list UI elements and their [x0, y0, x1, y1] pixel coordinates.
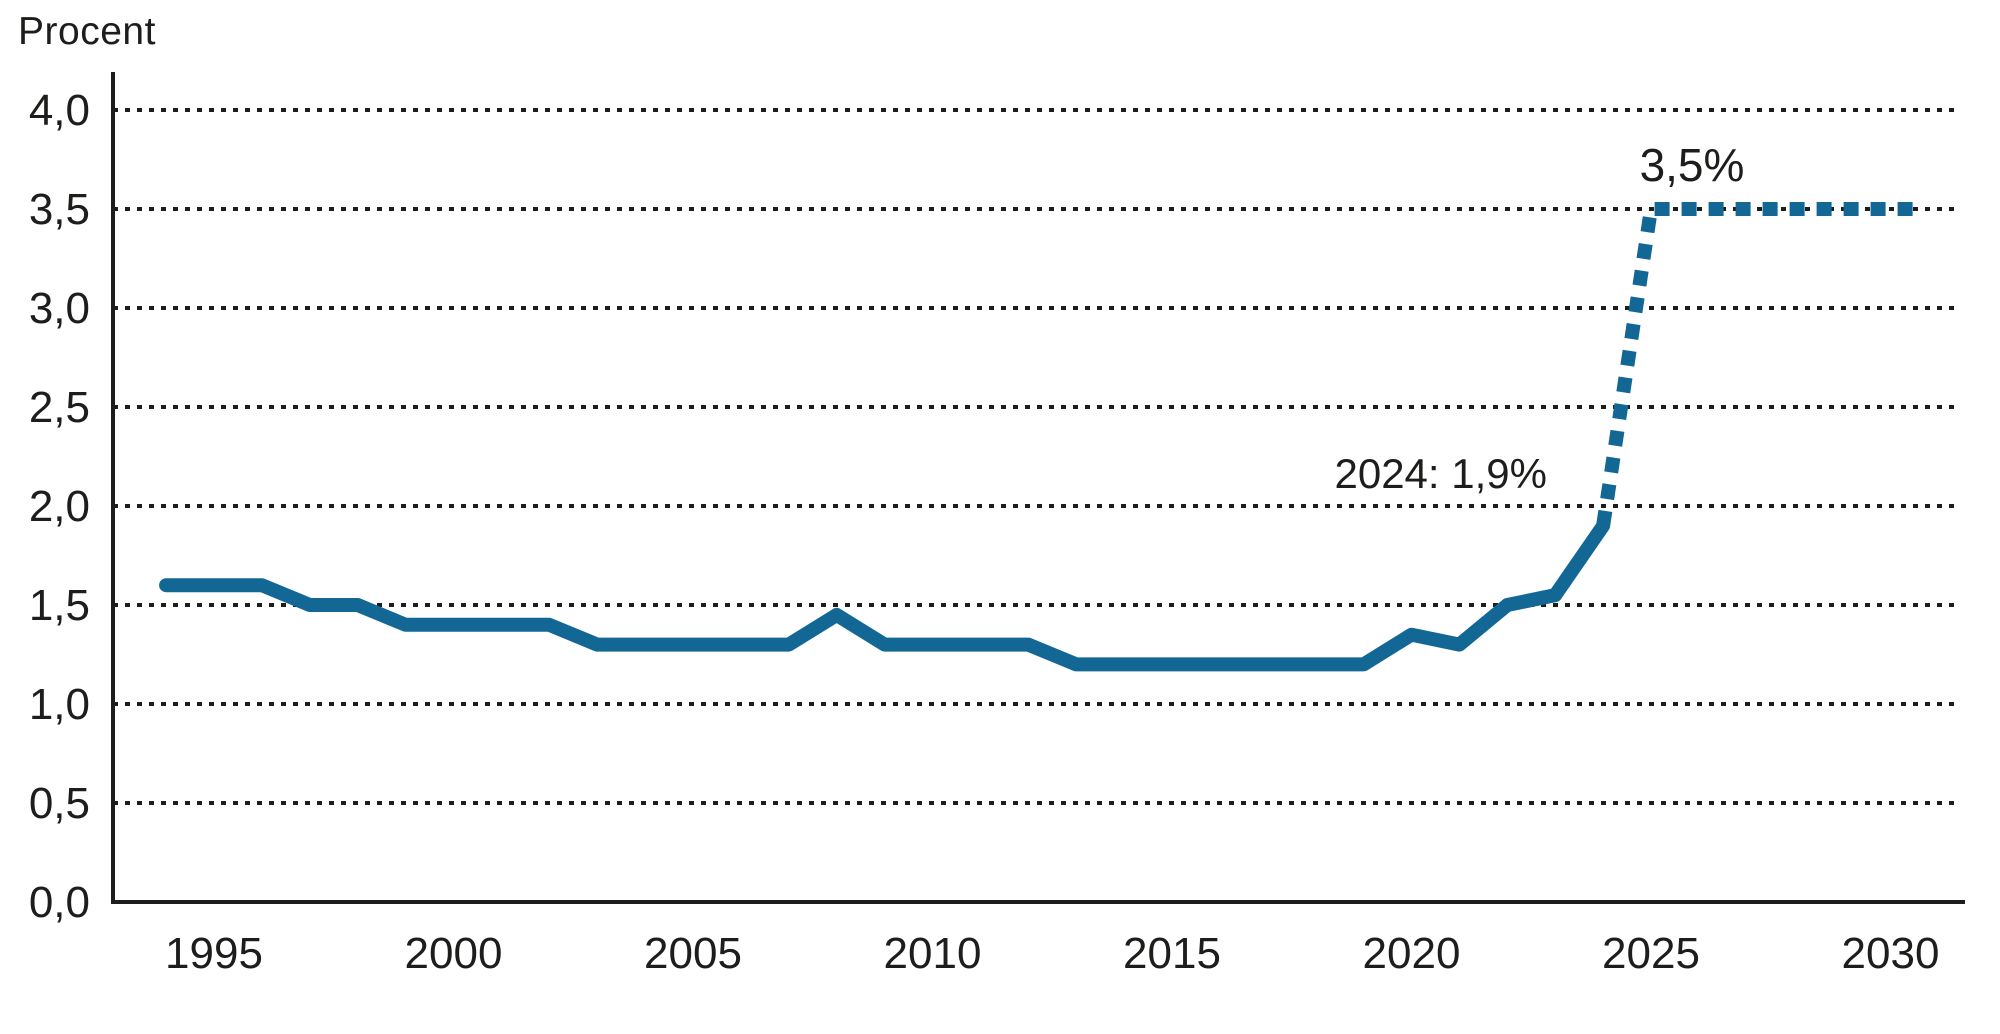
forecast-line [1596, 202, 1915, 527]
y-tick-label: 0,0 [29, 878, 90, 927]
y-tick-label: 3,0 [29, 284, 90, 333]
y-tick-label: 2,5 [29, 383, 90, 432]
x-tick-label: 2030 [1842, 929, 1940, 978]
x-tick-label: 2005 [644, 929, 742, 978]
y-tick-label: 0,5 [29, 779, 90, 828]
y-tick-label: 1,5 [29, 581, 90, 630]
historical-line [159, 518, 1611, 672]
x-tick-label: 2015 [1123, 929, 1221, 978]
y-tick-label: 4,0 [29, 86, 90, 135]
x-tick-label: 2020 [1363, 929, 1461, 978]
y-tick-label: 1,0 [29, 680, 90, 729]
annotation-2024-value: 2024: 1,9% [1334, 450, 1547, 497]
y-tick-label: 3,5 [29, 185, 90, 234]
x-tick-label: 2025 [1602, 929, 1700, 978]
x-tick-label: 2000 [405, 929, 503, 978]
x-tick-label: 2010 [884, 929, 982, 978]
annotation-target-value: 3,5% [1639, 139, 1745, 191]
x-tick-label: 1995 [165, 929, 263, 978]
y-tick-label: 2,0 [29, 482, 90, 531]
y-axis-title: Procent [18, 10, 156, 53]
